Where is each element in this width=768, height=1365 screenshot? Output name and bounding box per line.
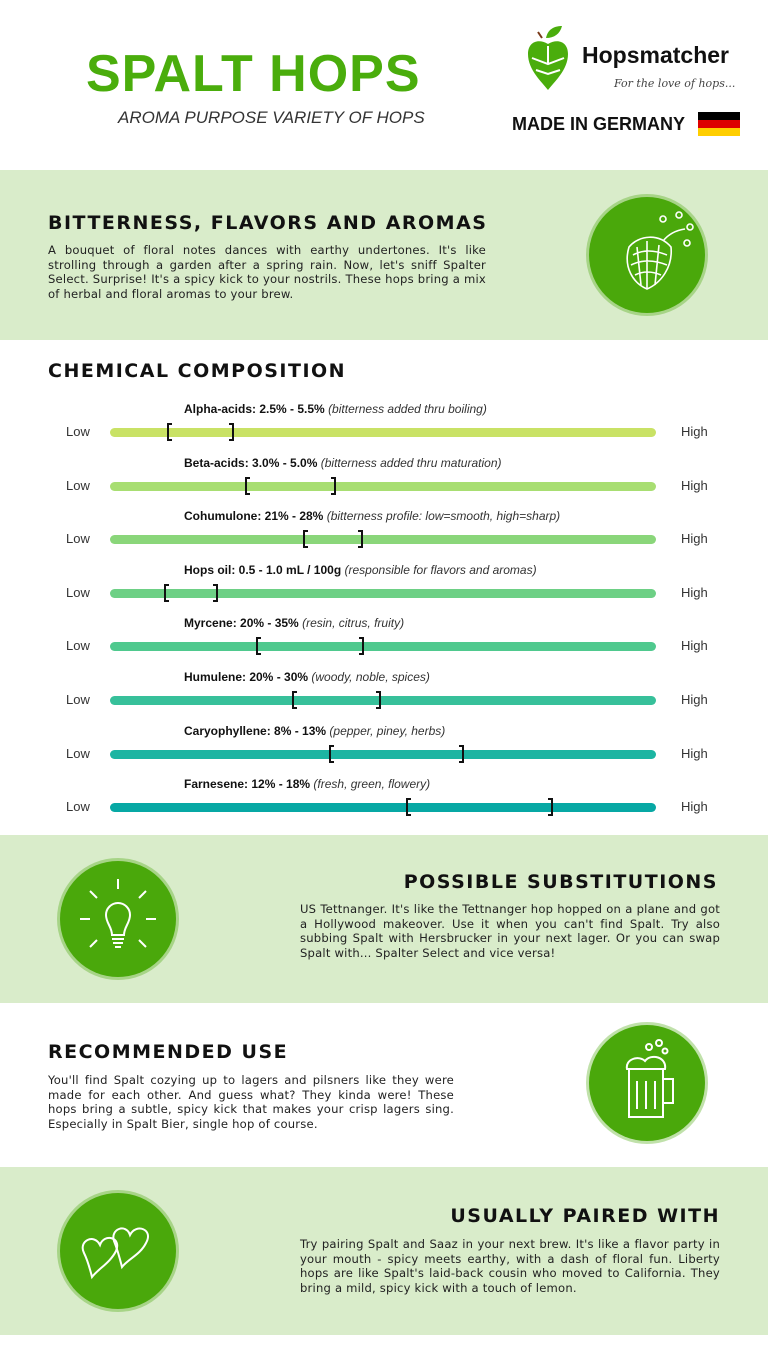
- composition-note: (resin, citrus, fruity): [302, 616, 405, 631]
- recommended-title: RECOMMENDED USE: [48, 1041, 289, 1063]
- range-start-bracket: [167, 423, 173, 441]
- paired-title: USUALLY PAIRED WITH: [450, 1205, 720, 1227]
- composition-note: (bitterness added thru boiling): [328, 402, 487, 416]
- composition-bar: [110, 481, 656, 491]
- high-label: High: [681, 584, 708, 600]
- composition-name: Cohumulone: 21% - 28%: [184, 509, 324, 524]
- paired-section: USUALLY PAIRED WITH Try pairing Spalt an…: [0, 1167, 768, 1335]
- composition-name: Alpha-acids: 2.5% - 5.5%: [184, 402, 325, 416]
- composition-name: Beta-acids: 3.0% - 5.0%: [184, 455, 318, 470]
- composition-note: (woody, noble, spices): [311, 670, 430, 684]
- composition-label: Cohumulone: 21% - 28% (bitterness profil…: [184, 509, 560, 523]
- composition-row: Hops oil: 0.5 - 1.0 mL / 100g (responsib…: [0, 563, 768, 617]
- paired-text: Try pairing Spalt and Saaz in your next …: [300, 1237, 720, 1295]
- composition-bar: [110, 642, 656, 652]
- bitterness-title: BITTERNESS, FLAVORS AND AROMAS: [48, 212, 488, 234]
- range-start-bracket: [291, 691, 297, 709]
- composition-bar: [110, 428, 656, 437]
- hopsmatcher-logo-icon: [528, 26, 568, 90]
- brand-name: Hopsmatcher: [582, 42, 729, 68]
- low-label: Low: [66, 799, 90, 815]
- range-end-bracket: [212, 583, 218, 602]
- composition-note: (bitterness added thru maturation): [320, 455, 502, 470]
- composition-name: Hops oil: 0.5 - 1.0 mL / 100g: [184, 562, 342, 577]
- range-end-bracket: [358, 637, 364, 656]
- composition-bar: [110, 535, 656, 545]
- substitutions-section: POSSIBLE SUBSTITUTIONS US Tettnanger. It…: [0, 835, 768, 1003]
- range-end-bracket: [331, 476, 337, 495]
- composition-bar: [110, 696, 656, 705]
- high-label: High: [681, 531, 708, 547]
- range-end-bracket: [459, 744, 465, 763]
- range-start-bracket: [245, 476, 251, 495]
- composition-label: Humulene: 20% - 30% (woody, noble, spice…: [184, 670, 430, 684]
- hop-cone-icon: [589, 197, 705, 313]
- composition-label: Alpha-acids: 2.5% - 5.5% (bitterness add…: [184, 402, 487, 416]
- recommended-text: You'll find Spalt cozying up to lagers a…: [48, 1073, 454, 1131]
- range-start-bracket: [302, 530, 308, 549]
- composition-row: Cohumulone: 21% - 28% (bitterness profil…: [0, 509, 768, 563]
- composition-row: Alpha-acids: 2.5% - 5.5% (bitterness add…: [0, 402, 768, 456]
- chemical-title: CHEMICAL COMPOSITION: [48, 360, 347, 382]
- composition-note: (bitterness profile: low=smooth, high=sh…: [326, 509, 561, 524]
- composition-row: Caryophyllene: 8% - 13% (pepper, piney, …: [0, 724, 768, 778]
- high-label: High: [681, 745, 708, 761]
- chemical-section: CHEMICAL COMPOSITION Alpha-acids: 2.5% -…: [0, 340, 768, 835]
- high-label: High: [681, 799, 708, 815]
- composition-label: Myrcene: 20% - 35% (resin, citrus, fruit…: [184, 616, 404, 630]
- page-title: SPALT HOPS: [86, 45, 421, 103]
- high-label: High: [681, 692, 708, 707]
- composition-label: Hops oil: 0.5 - 1.0 mL / 100g (responsib…: [184, 563, 537, 577]
- composition-bar: [110, 803, 656, 813]
- recommended-section: RECOMMENDED USE You'll find Spalt cozyin…: [0, 1003, 768, 1167]
- lightbulb-icon: [60, 861, 176, 977]
- beer-mug-icon: [589, 1025, 705, 1141]
- composition-row: Beta-acids: 3.0% - 5.0% (bitterness adde…: [0, 456, 768, 510]
- low-label: Low: [66, 745, 90, 761]
- composition-bar: [110, 588, 656, 598]
- composition-note: (pepper, piney, herbs): [329, 723, 446, 738]
- bitterness-text: A bouquet of floral notes dances with ea…: [48, 243, 486, 301]
- bitterness-section: BITTERNESS, FLAVORS AND AROMAS A bouquet…: [0, 170, 768, 340]
- low-label: Low: [66, 424, 90, 439]
- german-flag-icon: [698, 112, 740, 136]
- range-start-bracket: [328, 744, 334, 763]
- range-end-bracket: [548, 798, 554, 817]
- high-label: High: [681, 424, 708, 439]
- composition-note: (responsible for flavors and aromas): [344, 562, 537, 577]
- composition-name: Humulene: 20% - 30%: [184, 670, 309, 684]
- composition-row: Farnesene: 12% - 18% (fresh, green, flow…: [0, 777, 768, 831]
- range-start-bracket: [255, 637, 261, 656]
- brand-tagline: For the love of hops...: [614, 77, 736, 90]
- hearts-icon: [60, 1193, 176, 1309]
- composition-row: Myrcene: 20% - 35% (resin, citrus, fruit…: [0, 616, 768, 670]
- composition-label: Farnesene: 12% - 18% (fresh, green, flow…: [184, 777, 430, 791]
- composition-bar: [110, 749, 656, 759]
- high-label: High: [681, 638, 708, 654]
- composition-label: Beta-acids: 3.0% - 5.0% (bitterness adde…: [184, 456, 502, 470]
- low-label: Low: [66, 692, 90, 707]
- page-subtitle: AROMA PURPOSE VARIETY OF HOPS: [118, 108, 425, 127]
- composition-name: Myrcene: 20% - 35%: [184, 616, 299, 631]
- range-end-bracket: [375, 691, 381, 709]
- substitutions-title: POSSIBLE SUBSTITUTIONS: [403, 871, 718, 893]
- header: SPALT HOPS AROMA PURPOSE VARIETY OF HOPS…: [0, 0, 768, 170]
- range-end-bracket: [229, 423, 235, 441]
- low-label: Low: [66, 531, 90, 547]
- range-end-bracket: [357, 530, 363, 549]
- low-label: Low: [66, 584, 90, 600]
- low-label: Low: [66, 477, 90, 493]
- range-start-bracket: [164, 583, 170, 602]
- composition-row: Humulene: 20% - 30% (woody, noble, spice…: [0, 670, 768, 724]
- composition-name: Caryophyllene: 8% - 13%: [184, 723, 327, 738]
- composition-label: Caryophyllene: 8% - 13% (pepper, piney, …: [184, 724, 445, 738]
- high-label: High: [681, 477, 708, 493]
- made-in-label: MADE IN GERMANY: [512, 114, 686, 134]
- composition-note: (fresh, green, flowery): [313, 777, 431, 792]
- composition-name: Farnesene: 12% - 18%: [184, 777, 311, 792]
- range-start-bracket: [405, 798, 411, 817]
- low-label: Low: [66, 638, 90, 654]
- substitutions-text: US Tettnanger. It's like the Tettnanger …: [300, 902, 720, 960]
